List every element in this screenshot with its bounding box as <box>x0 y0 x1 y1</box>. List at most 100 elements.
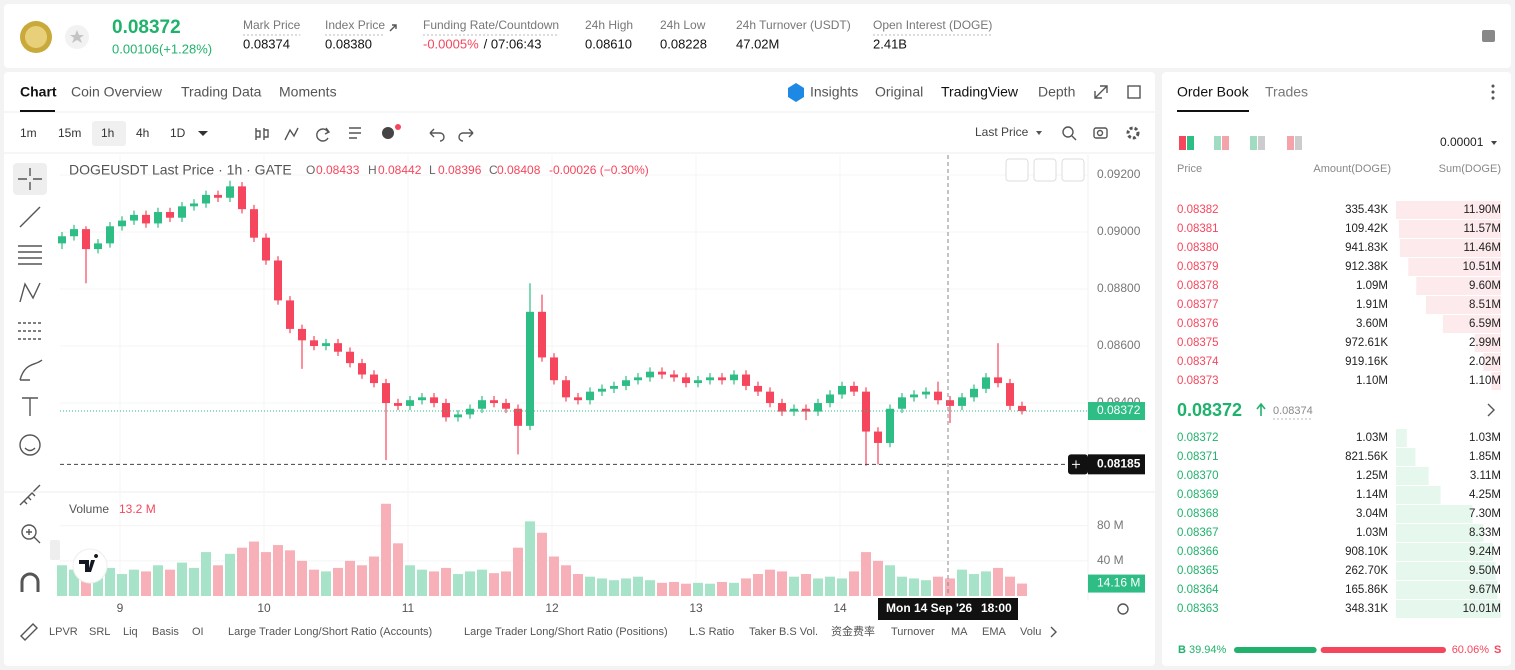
indicator-tab[interactable]: LPVR <box>49 626 78 638</box>
depth-bar <box>1474 334 1501 352</box>
eraser-tool[interactable] <box>20 623 38 641</box>
redo-icon[interactable] <box>458 128 474 142</box>
text-tool[interactable] <box>22 397 38 416</box>
line-tool[interactable] <box>19 206 41 228</box>
tab[interactable]: Coin Overview <box>71 84 163 100</box>
volume-bar <box>921 580 931 596</box>
view-tab[interactable]: Depth <box>1038 84 1075 100</box>
candle-body <box>334 343 342 352</box>
dropdown-arrow[interactable] <box>1491 141 1497 145</box>
window-icon[interactable] <box>1127 85 1141 99</box>
volume-bar <box>1005 576 1015 596</box>
indicator-tab[interactable]: Large Trader Long/Short Ratio (Positions… <box>464 626 668 638</box>
candle-body <box>130 214 138 221</box>
scroll-right[interactable] <box>1050 626 1057 638</box>
price-change: 0.00106(+1.28%) <box>112 41 212 56</box>
sum-cell: 9.67M <box>1469 584 1501 596</box>
candle-body <box>262 237 270 261</box>
interval-button[interactable]: 1h <box>101 126 114 140</box>
tab[interactable]: Chart <box>20 84 57 100</box>
amount-cell: 1.03M <box>1356 527 1388 539</box>
legend-button[interactable] <box>1033 158 1057 182</box>
depth-bar <box>1396 486 1441 504</box>
settings-icon[interactable] <box>1482 30 1495 42</box>
indicator-tab[interactable]: EMA <box>982 626 1007 638</box>
candles-icon[interactable] <box>255 128 269 140</box>
indicator-icon[interactable] <box>284 127 299 141</box>
volume-bar <box>273 545 283 596</box>
interval-button[interactable]: 1m <box>20 126 37 140</box>
dropdown-arrow[interactable] <box>1036 131 1042 135</box>
mark-price: 0.08374 <box>1273 405 1313 417</box>
view-tab[interactable]: Original <box>875 84 923 100</box>
view-tab[interactable]: Insights <box>810 84 858 100</box>
volume-bar <box>825 576 835 596</box>
volume-bar <box>621 578 631 596</box>
x-tick-label: 12 <box>545 601 559 615</box>
legend-button[interactable] <box>1005 158 1029 182</box>
emoji-tool[interactable] <box>19 434 41 456</box>
tab[interactable]: Moments <box>279 84 337 100</box>
candle-body <box>886 408 894 443</box>
volume-bar <box>537 532 547 596</box>
fib-tool[interactable] <box>18 245 42 265</box>
interval-button[interactable]: 15m <box>58 126 81 140</box>
crosshair-tool[interactable] <box>18 168 42 190</box>
expand-arrow[interactable] <box>1487 403 1495 417</box>
indicator-tab[interactable]: Taker B.S Vol. <box>749 626 818 638</box>
add-icon[interactable] <box>382 127 394 139</box>
amount-cell: 348.31K <box>1345 603 1388 615</box>
indicator-tab[interactable]: OI <box>192 626 204 638</box>
volume-bar <box>705 583 715 596</box>
crosshair-hour: 18:00 <box>981 601 1012 615</box>
projection-tool[interactable] <box>18 322 42 340</box>
indicator-tab[interactable]: Basis <box>152 626 179 638</box>
ruler-tool[interactable] <box>19 484 41 506</box>
tab[interactable]: Order Book <box>1177 84 1250 100</box>
candle-body <box>946 400 954 406</box>
view-tab[interactable]: TradingView <box>941 84 1019 100</box>
interval-button[interactable]: 1D <box>170 126 186 140</box>
book-mode-icons[interactable] <box>1179 136 1302 150</box>
volume-bar <box>453 574 463 596</box>
replay-icon[interactable] <box>316 127 331 142</box>
pattern-tool[interactable] <box>19 282 41 303</box>
expand-icon[interactable] <box>1094 85 1108 99</box>
indicator-tab[interactable]: Liq <box>123 626 138 638</box>
brush-tool[interactable] <box>19 359 43 381</box>
undo-icon[interactable] <box>429 128 445 142</box>
tab[interactable]: Trading Data <box>181 84 262 100</box>
mid-price: 0.08372 <box>1177 400 1242 420</box>
settings-icon[interactable] <box>1117 603 1129 615</box>
stat-value: 47.02M <box>736 36 779 51</box>
price-source-select[interactable]: Last Price <box>975 125 1029 139</box>
collapse-tab[interactable] <box>50 540 60 560</box>
zoom-tool[interactable] <box>21 524 37 540</box>
price-cell: 0.08369 <box>1177 489 1219 501</box>
legend-button[interactable] <box>1061 158 1085 182</box>
template-icon[interactable] <box>349 127 361 139</box>
candle-body <box>490 400 498 404</box>
indicator-tab[interactable]: L.S Ratio <box>689 626 734 638</box>
gear-icon[interactable] <box>1126 126 1140 140</box>
indicator-tab[interactable]: Large Trader Long/Short Ratio (Accounts) <box>228 626 432 638</box>
indicator-tab[interactable]: SRL <box>89 626 110 638</box>
volume-bar <box>693 582 703 596</box>
dropdown-arrow[interactable] <box>198 131 208 136</box>
indicator-tab[interactable]: Turnover <box>891 626 935 638</box>
precision-select[interactable]: 0.00001 <box>1440 135 1484 149</box>
depth-bar <box>1408 258 1501 276</box>
interval-button[interactable]: 4h <box>136 126 149 140</box>
camera-icon[interactable] <box>1093 127 1108 139</box>
amount-cell: 919.16K <box>1345 356 1388 368</box>
indicator-tab[interactable]: MA <box>951 626 968 638</box>
tab[interactable]: Trades <box>1265 84 1308 100</box>
search-icon[interactable] <box>1062 126 1074 138</box>
amount-cell: 262.70K <box>1345 565 1388 577</box>
magnet-tool[interactable] <box>20 572 40 592</box>
indicator-tab[interactable]: 资金费率 <box>831 624 875 638</box>
indicator-tab[interactable]: Volu <box>1020 626 1041 638</box>
volume-bar <box>405 565 415 596</box>
external-link-icon[interactable] <box>389 24 397 32</box>
price-cell: 0.08380 <box>1177 242 1219 254</box>
